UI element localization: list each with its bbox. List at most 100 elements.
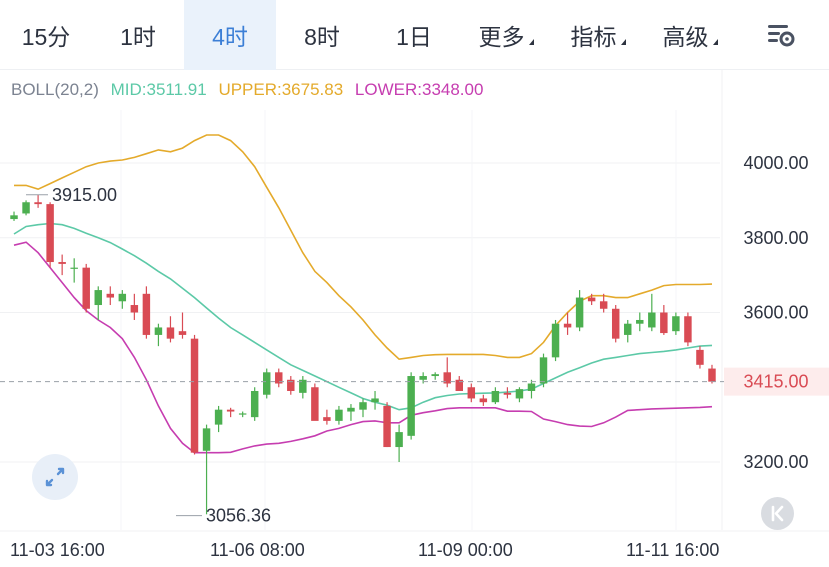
tab-label: 8时 [304, 24, 340, 50]
candle-up [515, 389, 524, 399]
jump-to-latest-icon[interactable] [761, 497, 794, 530]
tab-4h[interactable]: 4时 [184, 0, 276, 70]
x-axis-label: 11-11 16:00 [626, 540, 720, 560]
candle-up [70, 267, 78, 269]
candle-down [142, 293, 151, 335]
candle-up [672, 316, 680, 332]
candle-down [190, 338, 199, 453]
candle-up [551, 323, 560, 358]
tab-label: 1日 [396, 24, 432, 50]
y-axis-label: 3200.00 [743, 452, 808, 472]
candle-down [684, 316, 692, 343]
candle-down [611, 308, 620, 339]
candle-down [479, 398, 488, 403]
tab-label: 15分 [21, 24, 71, 50]
dropdown-triangle-icon [712, 39, 718, 45]
candle-up [299, 379, 307, 393]
boll-upper-value: UPPER:3675.83 [218, 80, 344, 99]
y-axis-label: 3800.00 [743, 228, 808, 248]
candle-up [395, 432, 403, 448]
tab-1h[interactable]: 1时 [92, 0, 184, 70]
tab-15min[interactable]: 15分 [0, 0, 92, 70]
candle-up [431, 374, 439, 377]
candle-up [419, 376, 427, 380]
candle-down [34, 202, 42, 205]
boll-upper-line [14, 134, 713, 361]
candle-up [238, 413, 247, 415]
candle-down [696, 349, 704, 365]
boll-mid-value: MID:3511.91 [110, 80, 207, 99]
candle-up [359, 402, 367, 410]
candle-down [178, 331, 187, 335]
candle-up [214, 409, 223, 425]
candle-up [491, 390, 500, 403]
y-axis-label: 3600.00 [743, 303, 808, 323]
candle-up [624, 323, 632, 335]
tab-label: 1时 [120, 24, 156, 50]
high-price-label: 3915.00 [52, 185, 117, 205]
x-axis-label: 11-03 16:00 [10, 540, 105, 560]
candle-up [262, 372, 271, 395]
tab-indicators[interactable]: 指标 [552, 0, 644, 70]
candle-down [275, 372, 283, 384]
dropdown-triangle-icon [620, 39, 626, 45]
tab-more[interactable]: 更多 [460, 0, 552, 70]
fullscreen-expand-icon[interactable] [32, 454, 78, 500]
candle-down [311, 387, 319, 421]
candle-up [371, 398, 379, 403]
dropdown-triangle-icon [528, 39, 534, 45]
candle-down [58, 262, 66, 264]
candle-up [118, 293, 127, 302]
candle-up [407, 376, 415, 436]
candle-up [347, 407, 355, 412]
candle-up [10, 215, 18, 220]
candle-down [323, 417, 331, 421]
candle-up [250, 390, 259, 418]
candle-down [130, 305, 139, 313]
low-price-label: 3056.36 [206, 506, 271, 526]
tab-8h[interactable]: 8时 [276, 0, 368, 70]
current-price-label: 3415.00 [743, 372, 808, 392]
x-axis-label: 11-06 08:00 [210, 540, 305, 560]
tab-label: 更多 [478, 24, 525, 50]
candle-up [527, 383, 536, 391]
candle-down [503, 392, 512, 395]
candle-up [22, 202, 30, 214]
candle-up [636, 319, 644, 324]
candle-down [708, 368, 716, 382]
candle-down [660, 312, 668, 334]
x-axis-label: 11-09 00:00 [418, 540, 513, 560]
tab-label: 4时 [212, 24, 248, 50]
candle-down [467, 387, 476, 399]
candle-up [539, 357, 548, 384]
candle-down [82, 267, 90, 309]
candle-up [335, 409, 343, 421]
boll-name: BOLL(20,2) [11, 80, 99, 99]
candle-up [202, 428, 211, 451]
boll-legend: BOLL(20,2) MID:3511.91 UPPER:3675.83 LOW… [11, 80, 490, 100]
candle-down [443, 372, 451, 384]
candle-down [106, 293, 115, 298]
boll-lower-line [13, 241, 713, 454]
candle-up [94, 290, 102, 306]
candle-down [599, 301, 608, 309]
chart-settings-icon[interactable] [762, 20, 798, 50]
tab-label: 指标 [570, 24, 617, 50]
tab-advanced[interactable]: 高级 [644, 0, 736, 70]
current-price-tag [724, 367, 829, 396]
tab-label: 高级 [662, 24, 709, 50]
boll-lower-value: LOWER:3348.00 [354, 80, 484, 99]
candle-down [587, 297, 596, 302]
candle-down [383, 405, 391, 448]
tab-1d[interactable]: 1日 [368, 0, 460, 70]
candle-down [455, 379, 464, 391]
timeframe-toolbar: 15分 1时 4时 8时 1日 更多 指标 高级 [0, 0, 829, 70]
candle-down [563, 323, 572, 328]
candle-up [154, 327, 163, 335]
candle-up [648, 312, 656, 328]
candle-down [166, 327, 175, 339]
candle-down [287, 379, 295, 391]
y-axis-label: 4000.00 [743, 153, 808, 173]
candle-down [46, 204, 54, 263]
